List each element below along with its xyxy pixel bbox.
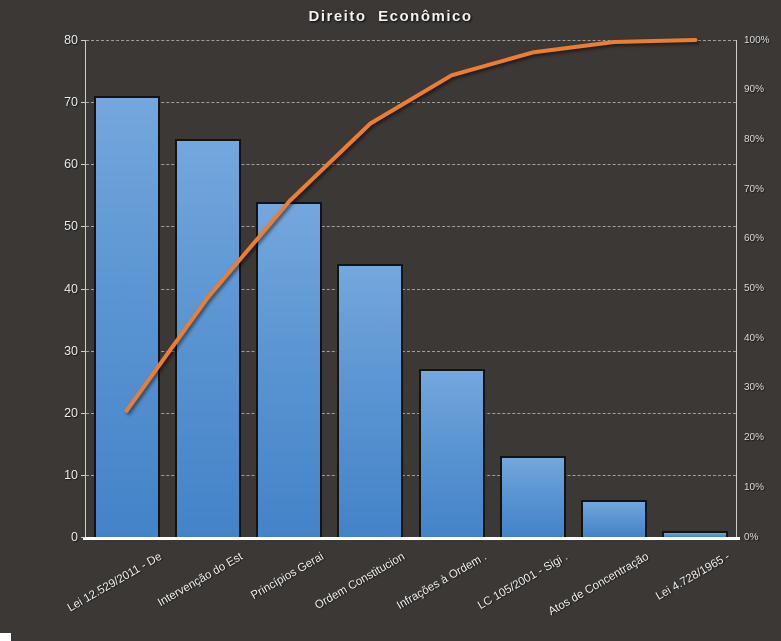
left-axis-tick-label: 0 bbox=[71, 530, 78, 544]
left-axis-tick-label: 10 bbox=[64, 467, 78, 482]
left-axis-tick-mark bbox=[81, 412, 85, 414]
right-axis-tick-label: 60% bbox=[744, 233, 765, 245]
grid-line bbox=[86, 474, 736, 476]
right-axis-tick-label: 100% bbox=[744, 34, 770, 46]
bar bbox=[174, 139, 241, 537]
right-axis-line bbox=[736, 40, 737, 539]
bar bbox=[499, 456, 566, 537]
plot-area bbox=[86, 38, 736, 537]
left-axis-tick-label: 80 bbox=[64, 33, 78, 47]
bar bbox=[418, 369, 485, 537]
left-axis-tick-mark bbox=[81, 288, 85, 290]
left-axis-tick-label: 40 bbox=[64, 281, 78, 296]
bar bbox=[581, 499, 648, 537]
grid-line bbox=[86, 350, 736, 352]
grid-line bbox=[86, 288, 736, 290]
left-axis-tick-label: 30 bbox=[64, 343, 78, 358]
left-axis-tick-mark bbox=[81, 474, 85, 476]
left-axis-tick-mark bbox=[81, 164, 85, 166]
right-axis-tick-label: 20% bbox=[744, 432, 765, 444]
cumulative-line bbox=[124, 38, 698, 413]
left-axis-tick-label: 70 bbox=[64, 95, 78, 110]
right-axis-tick-label: 80% bbox=[744, 133, 765, 145]
bar bbox=[662, 530, 729, 537]
right-axis-tick-label: 50% bbox=[744, 283, 765, 294]
bar bbox=[337, 263, 404, 537]
grid-line bbox=[86, 226, 736, 228]
left-axis-tick-mark bbox=[81, 102, 85, 104]
left-axis-tick-mark bbox=[81, 40, 85, 41]
right-axis-tick-label: 0% bbox=[744, 531, 759, 543]
bar bbox=[93, 95, 160, 537]
grid-line bbox=[86, 412, 736, 414]
right-axis-tick-label: 30% bbox=[744, 382, 765, 394]
left-axis-tick-mark bbox=[81, 350, 85, 352]
left-axis-tick-mark bbox=[81, 226, 85, 228]
left-axis-tick-label: 20 bbox=[64, 405, 78, 420]
left-axis-tick-mark bbox=[81, 537, 85, 538]
right-axis-tick-label: 10% bbox=[744, 481, 765, 493]
left-axis-tick-label: 60 bbox=[64, 157, 78, 172]
x-axis-baseline bbox=[83, 537, 740, 540]
grid-line bbox=[86, 164, 736, 166]
right-axis-tick-label: 40% bbox=[744, 332, 765, 344]
left-axis-tick-label: 50 bbox=[64, 219, 78, 234]
cumulative-line-layer bbox=[124, 38, 698, 413]
right-axis-tick-label: 90% bbox=[744, 84, 765, 96]
chart-title: Direito Econômico bbox=[308, 8, 473, 25]
x-category-label: Lei 12.529/2011 - De bbox=[65, 550, 164, 615]
grid-line bbox=[86, 40, 736, 41]
right-axis-tick-label: 70% bbox=[744, 183, 765, 195]
left-axis-line bbox=[85, 40, 86, 539]
grid-line bbox=[86, 102, 736, 104]
screen-corner-fragment bbox=[0, 633, 11, 641]
